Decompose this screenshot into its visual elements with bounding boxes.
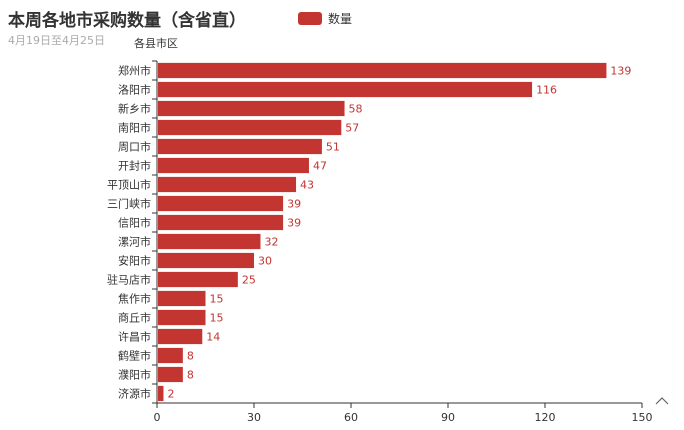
bar[interactable] [158, 233, 261, 250]
data-label: 39 [287, 217, 301, 230]
data-label: 47 [313, 160, 327, 173]
bar[interactable] [158, 328, 203, 345]
x-tick-label: 150 [632, 411, 653, 424]
x-tick-label: 0 [154, 411, 161, 424]
bar[interactable] [158, 271, 238, 288]
y-tick-label: 信阳市 [118, 216, 151, 230]
data-label: 2 [167, 388, 174, 401]
y-tick-label: 洛阳市 [118, 83, 151, 97]
y-tick-label: 新乡市 [118, 102, 151, 116]
data-label: 139 [610, 65, 631, 78]
chart-title: 本周各地市采购数量（含省直） [8, 11, 246, 31]
y-tick-label: 焦作市 [118, 292, 151, 306]
data-label: 14 [206, 331, 220, 344]
y-tick-label: 商丘市 [118, 311, 151, 325]
y-tick-label: 鹤壁市 [118, 349, 151, 363]
data-label: 30 [258, 255, 272, 268]
x-tick-label: 60 [344, 411, 358, 424]
data-label: 57 [345, 122, 359, 135]
data-label: 8 [187, 369, 194, 382]
bar[interactable] [158, 119, 342, 136]
y-tick-label: 开封市 [118, 159, 151, 173]
data-label: 58 [349, 103, 363, 116]
bar[interactable] [158, 347, 183, 364]
bar[interactable] [158, 138, 322, 155]
data-label: 25 [242, 274, 256, 287]
bar[interactable] [158, 252, 254, 269]
y-axis-title: 各县市区 [134, 37, 178, 50]
x-tick-label: 30 [247, 411, 261, 424]
y-tick-label: 漯河市 [118, 235, 151, 249]
y-tick-label: 平顶山市 [107, 178, 151, 192]
bar[interactable] [158, 195, 284, 212]
data-label: 39 [287, 198, 301, 211]
y-tick-label: 郑州市 [118, 64, 151, 78]
y-tick-label: 濮阳市 [118, 368, 151, 382]
legend-item[interactable]: 数量 [298, 10, 352, 27]
data-label: 32 [264, 236, 278, 249]
up-arrow-icon[interactable] [654, 393, 670, 409]
x-tick-label: 90 [441, 411, 455, 424]
bar[interactable] [158, 309, 206, 326]
bar[interactable] [158, 157, 309, 174]
bar[interactable] [158, 214, 284, 231]
data-label: 43 [300, 179, 314, 192]
bar[interactable] [158, 176, 297, 193]
y-tick-label: 济源市 [118, 387, 151, 401]
data-label: 51 [326, 141, 340, 154]
bar[interactable] [158, 100, 345, 117]
x-tick-label: 120 [535, 411, 556, 424]
data-label: 116 [536, 84, 557, 97]
bar[interactable] [158, 62, 607, 79]
y-tick-label: 周口市 [118, 140, 151, 154]
y-tick-label: 南阳市 [118, 121, 151, 135]
chart-subtitle: 4月19日至4月25日 [8, 34, 105, 47]
legend-label: 数量 [328, 12, 353, 26]
y-tick-label: 许昌市 [118, 330, 151, 344]
bar[interactable] [158, 366, 183, 383]
data-label: 15 [210, 293, 224, 306]
data-label: 8 [187, 350, 194, 363]
y-tick-label: 驻马店市 [107, 273, 151, 287]
bar[interactable] [158, 290, 206, 307]
legend-swatch [298, 12, 322, 25]
bar[interactable] [158, 81, 533, 98]
y-tick-label: 三门峡市 [107, 197, 151, 211]
bar[interactable] [158, 385, 164, 402]
y-tick-label: 安阳市 [118, 254, 151, 268]
data-label: 15 [210, 312, 224, 325]
